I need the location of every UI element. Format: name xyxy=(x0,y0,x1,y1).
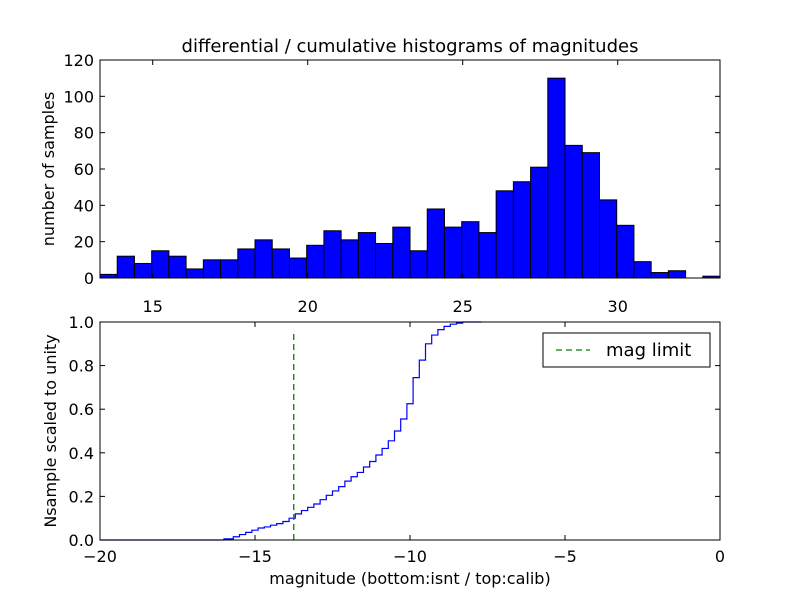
histogram-bar xyxy=(633,261,652,279)
cumulative-y-tick-label: 0.2 xyxy=(69,487,94,506)
cumulative-y-tick-label: 0.4 xyxy=(69,444,94,463)
cumulative-x-tick-label: −10 xyxy=(393,547,427,566)
histogram-bar xyxy=(254,239,273,279)
histogram-bar xyxy=(323,230,342,279)
cumulative-x-tick-label: −5 xyxy=(553,547,577,566)
cumulative-step-line xyxy=(100,321,482,541)
histogram-bar xyxy=(288,257,308,279)
histogram-x-tick-label: 30 xyxy=(608,297,628,316)
legend-mag-limit-label: mag limit xyxy=(606,340,691,361)
histogram-x-tick-label: 25 xyxy=(453,297,473,316)
histogram-y-tick-label: 80 xyxy=(74,124,94,143)
histogram-bar xyxy=(547,77,566,279)
figure-title: differential / cumulative histograms of … xyxy=(182,36,639,57)
histogram-bar xyxy=(461,221,480,279)
histogram-bar xyxy=(306,244,325,279)
histogram-bar xyxy=(392,226,411,279)
histogram-bar xyxy=(650,272,669,279)
cumulative-y-tick-label: 1.0 xyxy=(69,313,94,332)
cumulative-x-ticks: −20 −15 −10 −5 0 xyxy=(83,322,725,566)
histogram-bar xyxy=(512,181,532,279)
cumulative-x-axis-label: magnitude (bottom:isnt / top:calib) xyxy=(269,569,550,588)
histogram-x-ticks: 15 20 25 30 xyxy=(143,60,628,316)
histogram-y-axis-label: number of samples xyxy=(39,92,58,247)
histogram-y-tick-label: 120 xyxy=(63,51,94,70)
histogram-bar xyxy=(564,144,583,279)
histogram-bar xyxy=(151,250,170,279)
histogram-bar xyxy=(357,232,377,279)
histogram-bar xyxy=(530,166,549,279)
cumulative-panel: −20 −15 −10 −5 0 0.0 0.2 0.4 0.6 0.8 1.0 magnitud… xyxy=(41,313,725,588)
histogram-bar xyxy=(478,232,497,279)
histogram-bar xyxy=(667,270,687,279)
histogram-x-tick-label: 20 xyxy=(298,297,318,316)
histogram-bar xyxy=(168,255,187,279)
histogram-bar xyxy=(220,259,239,279)
histogram-bar xyxy=(443,226,463,279)
histogram-bar xyxy=(185,268,204,279)
histogram-bar xyxy=(340,239,359,279)
histogram-bar xyxy=(375,242,394,279)
histogram-bar xyxy=(271,248,290,279)
histogram-bar xyxy=(237,248,256,279)
cumulative-y-ticks: 0.0 0.2 0.4 0.6 0.8 1.0 xyxy=(69,313,720,550)
legend: mag limit xyxy=(542,332,711,368)
histogram-bar xyxy=(116,255,135,279)
histogram-y-tick-label: 20 xyxy=(74,233,94,252)
histogram-bar xyxy=(495,190,514,279)
histogram-bar xyxy=(581,152,600,279)
histogram-bar xyxy=(426,208,445,279)
histogram-bar xyxy=(409,250,428,279)
cumulative-y-tick-label: 0.6 xyxy=(69,400,94,419)
histogram-bar xyxy=(598,199,618,279)
histogram-bar xyxy=(133,262,153,279)
cumulative-x-tick-label: −15 xyxy=(238,547,272,566)
cumulative-x-tick-label: 0 xyxy=(715,547,725,566)
cumulative-x-tick-label: −20 xyxy=(83,547,117,566)
histogram-y-ticks: 0 20 40 60 80 100 120 xyxy=(63,51,720,288)
histogram-bar xyxy=(202,259,222,279)
histogram-x-tick-label: 15 xyxy=(143,297,163,316)
cumulative-y-tick-label: 0.0 xyxy=(69,531,94,550)
histogram-bar xyxy=(99,273,118,279)
histogram-panel: differential / cumulative histograms of … xyxy=(39,36,721,316)
cumulative-y-tick-label: 0.8 xyxy=(69,357,94,376)
histogram-bar xyxy=(616,224,635,279)
histogram-y-tick-label: 60 xyxy=(74,160,94,179)
cumulative-y-axis-label: Nsample scaled to unity xyxy=(41,334,60,527)
histogram-y-tick-label: 0 xyxy=(84,269,94,288)
histogram-y-tick-label: 100 xyxy=(63,87,94,106)
histogram-y-tick-label: 40 xyxy=(74,196,94,215)
